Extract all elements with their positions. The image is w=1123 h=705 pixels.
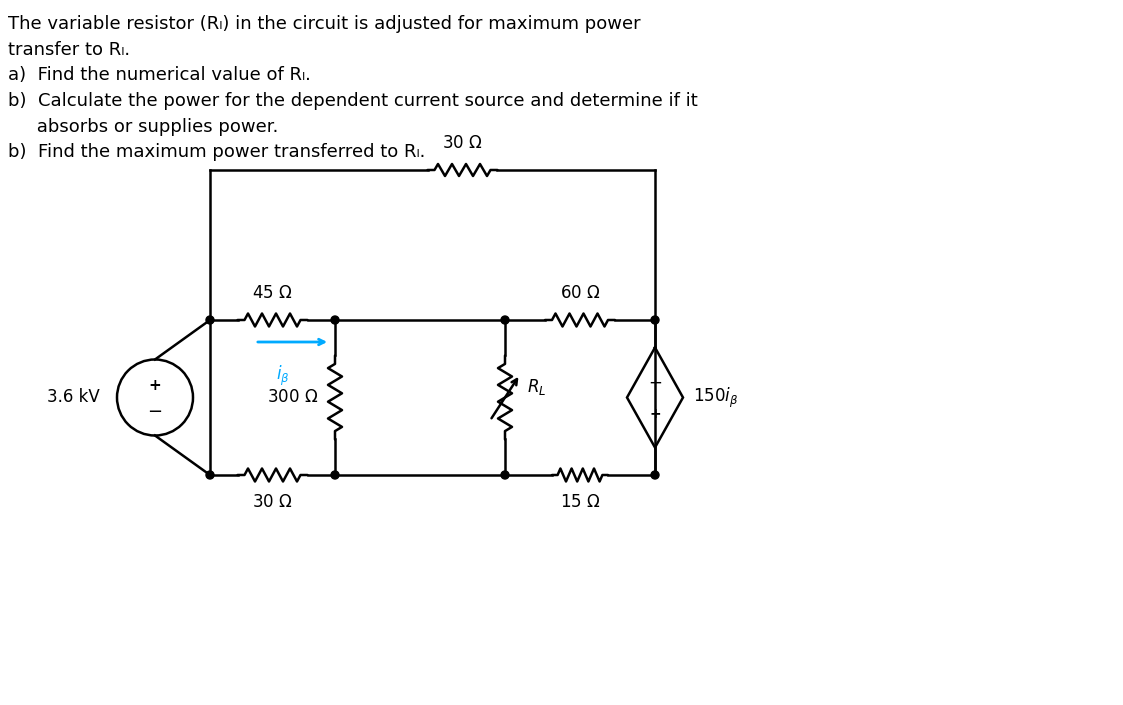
Text: 45 $\Omega$: 45 $\Omega$ (253, 284, 293, 302)
Circle shape (206, 471, 214, 479)
Circle shape (206, 316, 214, 324)
Text: −: − (648, 374, 661, 391)
Text: +: + (649, 407, 660, 422)
Circle shape (331, 471, 339, 479)
Text: −: − (147, 403, 163, 422)
Text: 150$i_\beta$: 150$i_\beta$ (693, 386, 739, 410)
Text: 300 $\Omega$: 300 $\Omega$ (267, 388, 318, 407)
Text: 30 $\Omega$: 30 $\Omega$ (442, 134, 483, 152)
Circle shape (501, 316, 509, 324)
Text: $R_L$: $R_L$ (527, 377, 546, 398)
Text: 60 $\Omega$: 60 $\Omega$ (559, 284, 601, 302)
Text: 30 $\Omega$: 30 $\Omega$ (253, 493, 293, 511)
Text: $i_\beta$: $i_\beta$ (275, 364, 290, 388)
Circle shape (501, 471, 509, 479)
Circle shape (651, 316, 659, 324)
Circle shape (331, 316, 339, 324)
Text: 15 $\Omega$: 15 $\Omega$ (559, 493, 601, 511)
Circle shape (651, 471, 659, 479)
Text: The variable resistor (Rₗ) in the circuit is adjusted for maximum power
transfer: The variable resistor (Rₗ) in the circui… (8, 15, 697, 161)
Text: +: + (148, 378, 162, 393)
Text: 3.6 kV: 3.6 kV (47, 388, 100, 407)
